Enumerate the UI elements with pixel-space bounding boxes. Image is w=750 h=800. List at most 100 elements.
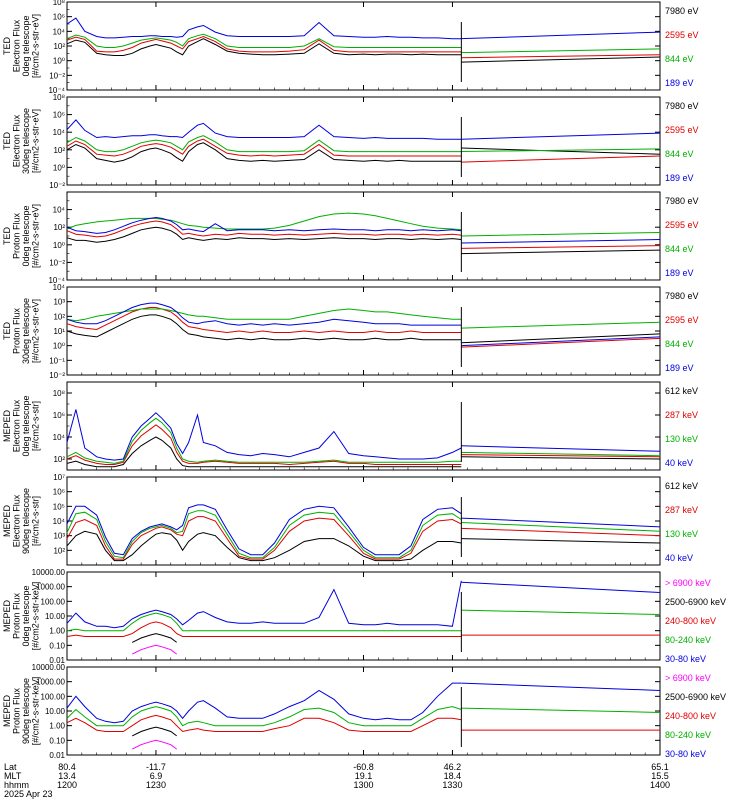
legend-entry: 130 keV bbox=[665, 529, 698, 539]
y-axis-label: TEDElectron Flux30deg telescope[#/cm2-s-… bbox=[2, 108, 41, 174]
panel-frame bbox=[66, 286, 661, 376]
series-130-kev bbox=[66, 417, 462, 464]
legend-entry: 287 keV bbox=[665, 505, 698, 515]
axis-row-value: 1300 bbox=[353, 780, 373, 790]
axis-row-value: 1400 bbox=[650, 780, 670, 790]
y-tick-label: 10⁵ bbox=[53, 502, 65, 511]
y-axis-label-line: [#/cm2-s-str-eV] bbox=[31, 299, 41, 363]
legend-entry: 2595 eV bbox=[665, 30, 699, 40]
series-240-800-kev bbox=[66, 621, 462, 637]
series-612-kev bbox=[66, 436, 462, 468]
gap-line bbox=[461, 245, 661, 249]
y-axis-label-line: [#/cm2-s-str] bbox=[31, 496, 41, 546]
gap-line bbox=[461, 521, 661, 532]
gap-line bbox=[461, 239, 661, 244]
y-axis-label-line: Proton Flux bbox=[12, 212, 22, 259]
series-844-ev bbox=[66, 135, 462, 153]
legend-entry: 287 keV bbox=[665, 410, 698, 420]
series-2595-ev bbox=[66, 220, 462, 238]
y-tick-label: 1.00 bbox=[49, 722, 65, 731]
gap-line bbox=[461, 527, 661, 537]
y-tick-label: 10.00 bbox=[45, 707, 66, 716]
axis-row-value: 1200 bbox=[57, 780, 77, 790]
legend-entry: > 6900 keV bbox=[665, 673, 711, 683]
series-287-kev bbox=[66, 424, 462, 466]
y-axis-label-line: Electron Flux bbox=[12, 399, 22, 452]
series-240-800-kev bbox=[66, 714, 462, 733]
y-tick-label: 10⁴ bbox=[53, 27, 66, 36]
y-axis-label-line: 0deg telescope bbox=[21, 585, 31, 646]
y-tick-label: 10⁶ bbox=[53, 13, 65, 22]
panel-3: 10⁻⁴ 10⁻² 10⁰ 10² 10⁴ TEDProton Flux0deg tele… bbox=[2, 191, 699, 285]
y-axis-label-line: MEPED bbox=[2, 600, 12, 633]
series--6900-kev bbox=[131, 644, 177, 655]
y-tick-label: 10² bbox=[53, 546, 65, 555]
date-label: 2025 Apr 23 bbox=[4, 789, 53, 799]
y-tick-label: 10⁸ bbox=[53, 389, 65, 398]
gap-line bbox=[461, 31, 661, 40]
series-612-kev bbox=[66, 530, 462, 562]
axis-row-value: 65.1 bbox=[651, 762, 669, 772]
y-tick-label: 0.01 bbox=[49, 751, 65, 760]
y-axis-label: TEDElectron Flux0deg telescope[#/cm2-s-s… bbox=[2, 14, 41, 78]
legend-entry: 2595 eV bbox=[665, 315, 699, 325]
panel-2: 10⁻² 10⁰ 10² 10⁴ 10⁶ 10⁸ TEDElectron Flux30deg… bbox=[2, 93, 699, 190]
y-axis-label-line: Electron Flux bbox=[12, 494, 22, 547]
y-tick-label: 10⁻² bbox=[49, 181, 65, 190]
gap-line bbox=[461, 451, 661, 457]
gap-line bbox=[461, 609, 661, 616]
y-tick-label: 100.00 bbox=[41, 597, 66, 606]
y-axis-label-line: [#/cm2-s-str] bbox=[31, 401, 41, 451]
y-tick-label: 10² bbox=[53, 146, 65, 155]
y-tick-label: 100.00 bbox=[41, 692, 66, 701]
panel-frame bbox=[66, 476, 661, 566]
y-axis-label-line: Electron Flux bbox=[12, 19, 22, 72]
y-axis-label-line: MEPED bbox=[2, 695, 12, 728]
panel-6: 10² 10³ 10⁴ 10⁵ 10⁶ 10⁷ MEPEDElectron Flux90de… bbox=[2, 473, 698, 566]
panel-frame bbox=[66, 191, 661, 281]
panel-frame bbox=[66, 96, 661, 186]
gap-line bbox=[461, 456, 661, 460]
y-axis-label-line: 0deg telescope bbox=[21, 205, 31, 266]
panel-frame bbox=[66, 381, 661, 471]
y-tick-label: 10⁸ bbox=[53, 0, 65, 7]
y-axis-label: MEPEDElectron Flux0deg telescope[#/cm2-s… bbox=[2, 395, 41, 456]
gap-line bbox=[461, 581, 661, 594]
axis-row-label: hhmm bbox=[4, 780, 29, 790]
y-axis-label-line: MEPED bbox=[2, 505, 12, 538]
series-80-240-kev bbox=[66, 612, 462, 632]
y-axis-label: TEDProton Flux30deg telescope[#/cm2-s-st… bbox=[2, 298, 41, 364]
y-axis-label: MEPEDProton Flux90deg telescope[#/cm2-s-… bbox=[2, 677, 41, 746]
y-tick-label: 0.10 bbox=[49, 736, 65, 745]
gap-line bbox=[461, 337, 661, 348]
y-tick-label: 10⁰ bbox=[53, 163, 65, 172]
legend-entry: 844 eV bbox=[665, 54, 694, 64]
gap-line bbox=[461, 48, 661, 54]
y-tick-label: 10² bbox=[53, 42, 65, 51]
legend-entry: 189 eV bbox=[665, 363, 694, 373]
y-axis-label-line: [#/cm2-s-str-keV] bbox=[31, 677, 41, 746]
series-844-ev bbox=[66, 33, 462, 48]
axis-row-value: -60.8 bbox=[353, 762, 374, 772]
panel-7: 0.01 0.10 1.00 10.00 100.00 1000.00 10000.00 ME… bbox=[2, 568, 726, 665]
y-axis-label-line: 30deg telescope bbox=[21, 108, 31, 174]
series-40-kev bbox=[66, 504, 462, 556]
series-189-ev bbox=[66, 17, 462, 40]
y-axis-label-line: 0deg telescope bbox=[21, 395, 31, 456]
y-axis-label-line: Proton Flux bbox=[12, 687, 22, 734]
y-tick-label: 10⁸ bbox=[53, 93, 65, 102]
axis-row-value: 1330 bbox=[442, 780, 462, 790]
y-tick-label: 10⁴ bbox=[53, 128, 66, 137]
legend-entry: 40 keV bbox=[665, 553, 693, 563]
legend-entry: > 6900 keV bbox=[665, 578, 711, 588]
gap-line bbox=[461, 54, 661, 59]
axis-row-label: Lat bbox=[4, 762, 17, 772]
y-tick-label: 10⁻² bbox=[49, 71, 65, 80]
panel-8: 0.01 0.10 1.00 10.00 100.00 1000.00 10000.00 ME… bbox=[2, 663, 726, 760]
y-axis-label-line: [#/cm2-s-str-eV] bbox=[31, 14, 41, 78]
legend-entry: 40 keV bbox=[665, 458, 693, 468]
y-tick-label: 10⁶ bbox=[53, 111, 65, 120]
series-189-ev bbox=[66, 302, 462, 326]
panel-1: 10⁻⁴ 10⁻² 10⁰ 10² 10⁴ 10⁶ 10⁸ TEDElectron Flux0… bbox=[2, 0, 699, 95]
